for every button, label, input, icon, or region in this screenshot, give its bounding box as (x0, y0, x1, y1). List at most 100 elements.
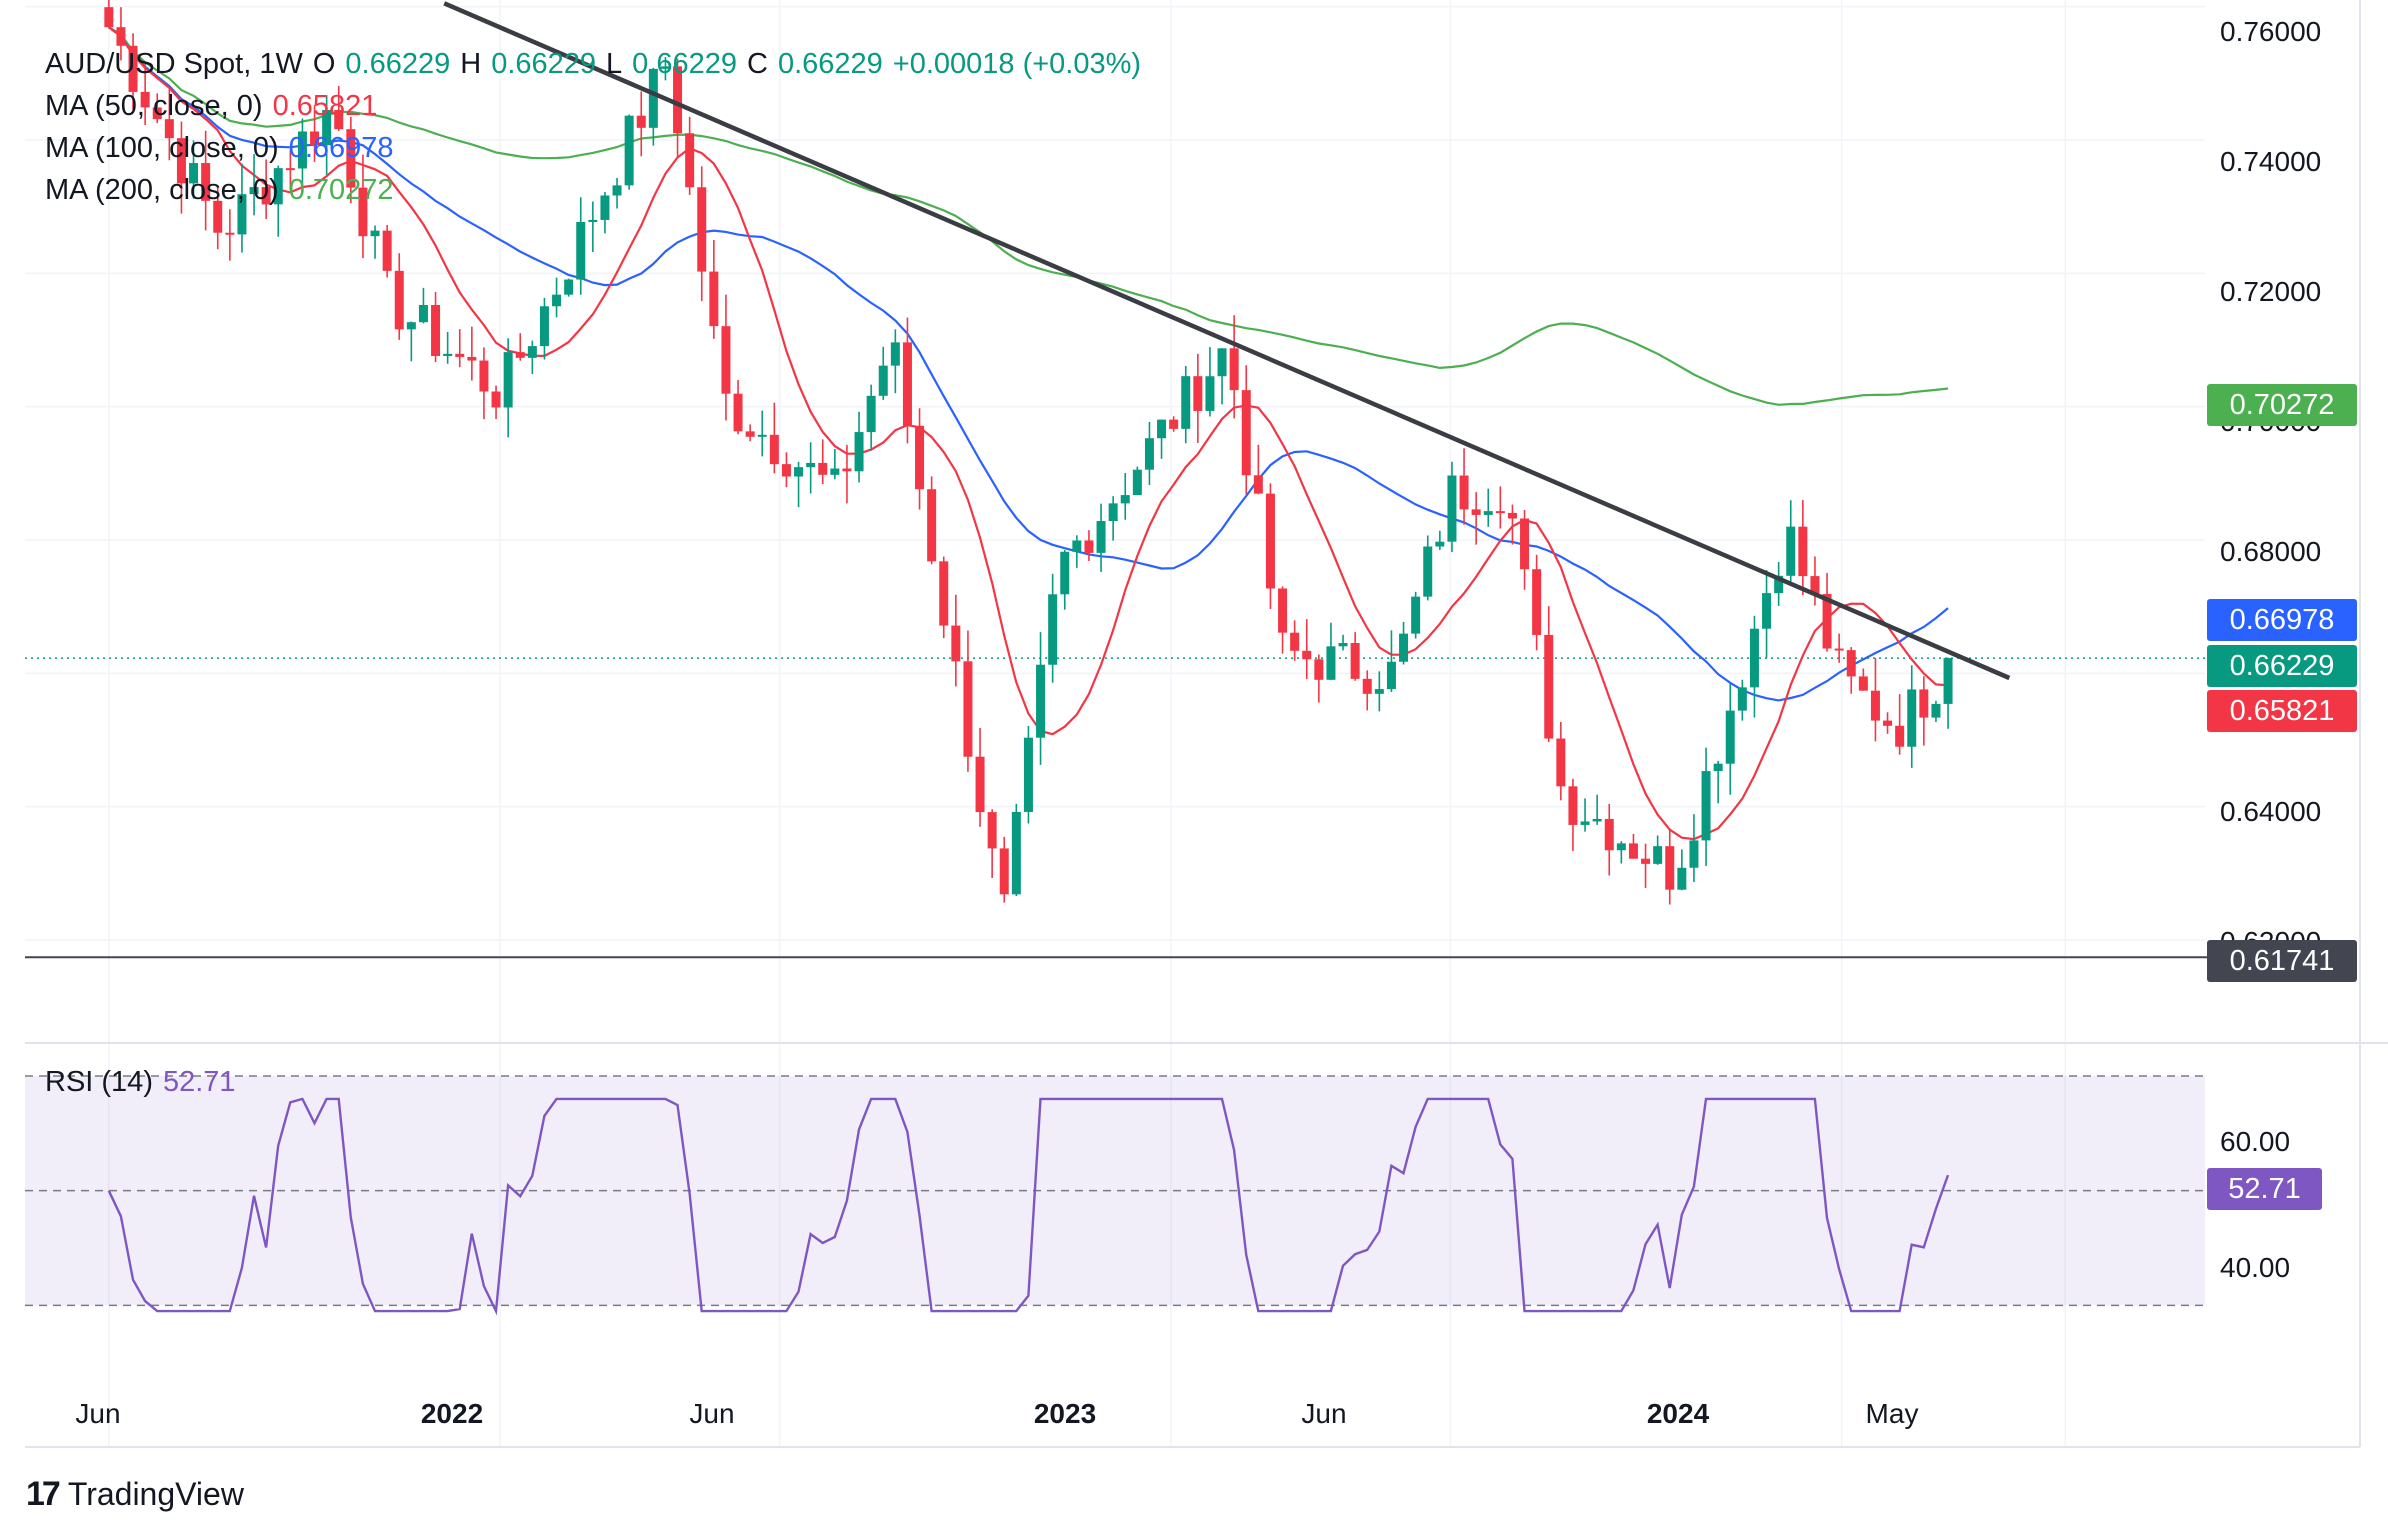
candle-body (1326, 646, 1336, 680)
ma100-legend[interactable]: MA (100, close, 0) 0.66978 (45, 132, 404, 165)
x-tick: Jun (689, 1398, 735, 1429)
candle-body (1423, 546, 1433, 597)
candle-body (745, 431, 755, 437)
candle-body (1532, 569, 1542, 635)
candle-body (1883, 720, 1893, 726)
candle-body (1108, 503, 1118, 522)
candle-body (382, 230, 392, 271)
candle-body (709, 271, 719, 327)
change-value: +0.00018 (+0.03%) (892, 48, 1142, 80)
candle-body (769, 434, 779, 465)
candle-body (975, 756, 985, 813)
candle-body (890, 342, 900, 366)
candle-body (624, 115, 634, 186)
x-tick: 2023 (1033, 1398, 1097, 1429)
candle-body (189, 163, 199, 184)
candle-body (1205, 376, 1215, 411)
candle-body (685, 133, 695, 188)
rsi-legend[interactable]: RSI (14) 52.71 (45, 1066, 246, 1099)
candle-body (358, 187, 368, 237)
candle-body (394, 270, 404, 330)
candle-body (939, 561, 949, 626)
y-tick: 0.72000 (2220, 276, 2322, 307)
candle-body (491, 391, 501, 408)
candle-body (503, 352, 513, 408)
candle-body (297, 131, 307, 169)
candle-body (1762, 593, 1772, 629)
candle-body (1604, 818, 1614, 851)
candle-body (1435, 541, 1445, 547)
candle-body (213, 200, 223, 233)
rsi-label: RSI (14) (45, 1066, 153, 1098)
candle-body (612, 185, 622, 196)
candle-body (1314, 659, 1324, 680)
candle-body (515, 352, 525, 358)
ma50-legend[interactable]: MA (50, close, 0) 0.65821 (45, 90, 387, 123)
candle-body (164, 119, 174, 139)
trendline (443, 1, 2011, 681)
candle-body (455, 353, 465, 357)
candle-body (527, 346, 537, 358)
candle-body (431, 305, 441, 356)
ma100-value: 0.66978 (288, 132, 394, 164)
candle-body (1943, 658, 1953, 704)
candle-body (1048, 594, 1058, 665)
candle-body (1060, 551, 1070, 595)
rsi-tick: 60.00 (2220, 1126, 2291, 1157)
candle-body (128, 45, 138, 92)
candle-body (1290, 632, 1300, 651)
rsi-badge: 52.71 (2207, 1168, 2322, 1210)
candle-body (261, 187, 271, 205)
ma50-line (108, 26, 1949, 841)
candle-body (1338, 642, 1348, 647)
rsi-line (107, 1097, 1950, 1316)
candle-body (673, 66, 683, 134)
candle-body (152, 107, 162, 120)
tradingview-brand: TradingView (67, 1476, 244, 1512)
y-tick: 0.68000 (2220, 536, 2322, 567)
candle-body (1132, 469, 1142, 496)
candle-body (927, 489, 937, 562)
high-value: 0.66229 (491, 48, 597, 80)
candle-body (1858, 676, 1868, 691)
candle-body (1846, 650, 1856, 677)
tradingview-logo[interactable]: 17 TradingView (26, 1475, 244, 1514)
ma200-legend[interactable]: MA (200, close, 0) 0.70272 (45, 174, 404, 207)
candle-body (1520, 518, 1530, 570)
candle-body (176, 138, 186, 184)
ma200-price-badge: 0.70272 (2207, 384, 2357, 426)
candle-body (1084, 540, 1094, 553)
candle-body (1689, 840, 1699, 868)
ma100-label: MA (100, close, 0) (45, 132, 279, 164)
x-tick: 2024 (1646, 1398, 1710, 1429)
candle-body (1374, 689, 1384, 694)
candle-body (370, 230, 380, 237)
candle-body (443, 353, 453, 356)
candle-body (842, 468, 852, 472)
ma200-value: 0.70272 (288, 174, 394, 206)
candle-body (1677, 867, 1687, 890)
candle-body (987, 812, 997, 849)
candle-body (552, 294, 562, 307)
candle-body (1241, 390, 1251, 476)
candle-body (1701, 771, 1711, 841)
candle-body (1096, 521, 1106, 553)
candle-body (1302, 650, 1312, 660)
candle-body (201, 163, 211, 201)
candle-body (1895, 725, 1905, 747)
candle-body (1653, 846, 1663, 864)
candle-body (1749, 628, 1759, 688)
candle-body (1459, 475, 1469, 510)
candle-body (902, 342, 912, 426)
ma100-price-badge: 0.66978 (2207, 599, 2357, 641)
low-label: L (606, 48, 623, 80)
candle-body (1072, 540, 1082, 552)
candle-body (310, 131, 320, 146)
candle-body (1737, 687, 1747, 711)
candle-body (1181, 376, 1191, 429)
candle-body (660, 66, 670, 69)
candle-body (1399, 633, 1409, 662)
rsi-band-background (25, 1076, 2205, 1306)
x-tick: May (1865, 1398, 1919, 1429)
